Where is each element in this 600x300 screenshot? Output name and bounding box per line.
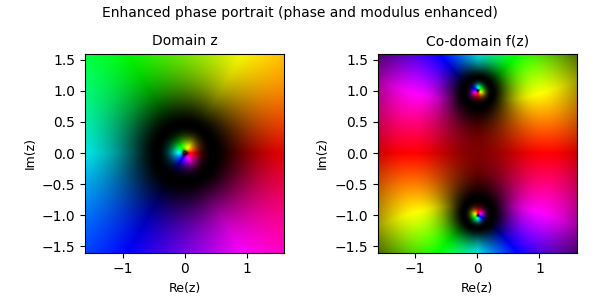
X-axis label: Re(z): Re(z) — [169, 282, 201, 295]
Title: Domain z: Domain z — [152, 34, 218, 48]
Text: Enhanced phase portrait (phase and modulus enhanced): Enhanced phase portrait (phase and modul… — [102, 6, 498, 20]
Y-axis label: Im(z): Im(z) — [316, 137, 329, 169]
Title: Co-domain f(z): Co-domain f(z) — [425, 34, 529, 48]
X-axis label: Re(z): Re(z) — [461, 282, 493, 295]
Y-axis label: Im(z): Im(z) — [23, 137, 36, 169]
